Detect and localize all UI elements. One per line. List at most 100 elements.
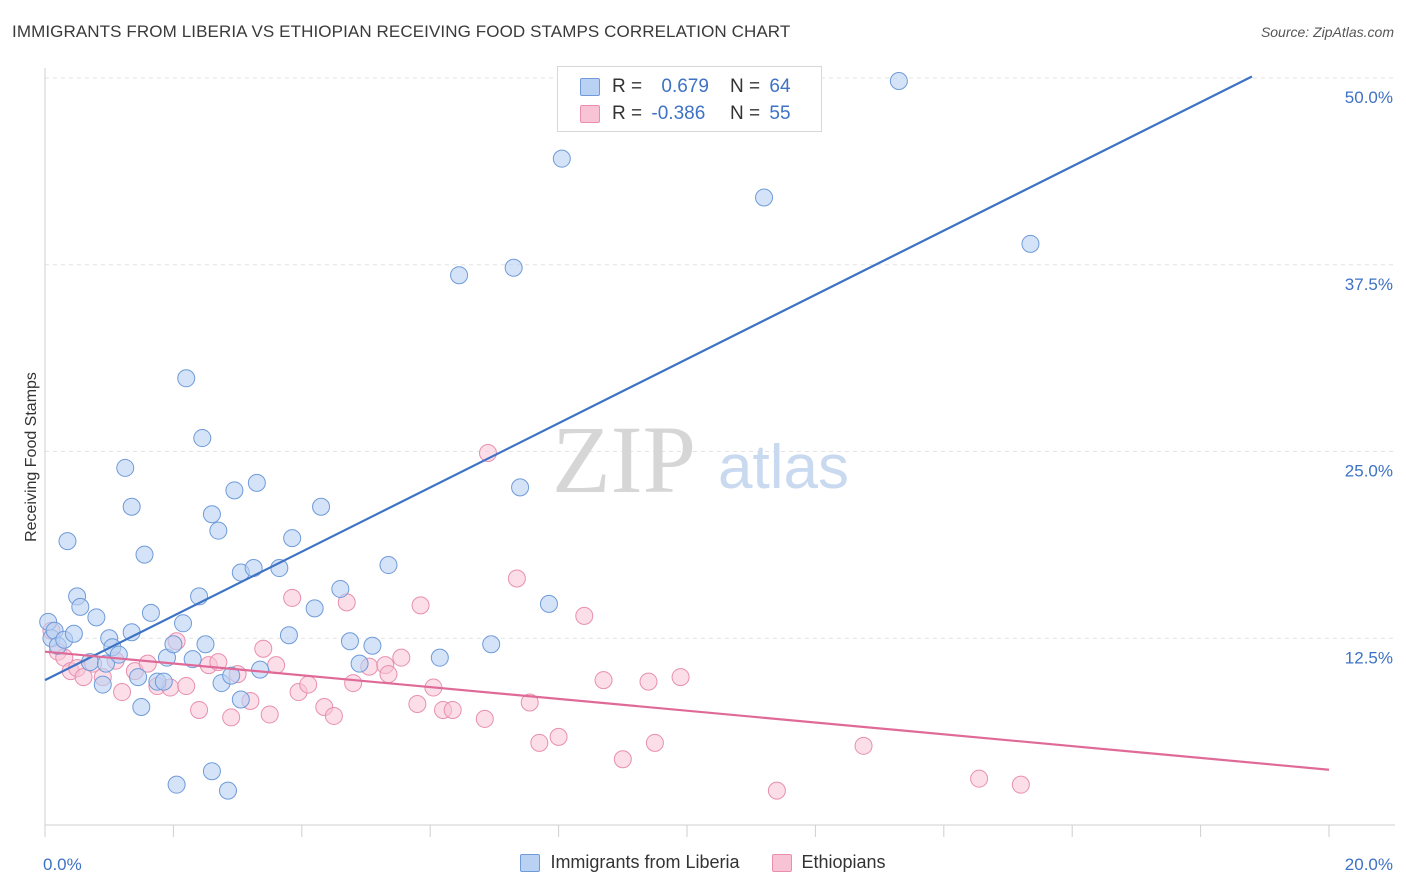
- liberia-point: [504, 258, 523, 277]
- liberia-point: [755, 188, 774, 207]
- ethiopians-point: [613, 750, 632, 769]
- correlation-legend: R = 0.679 N = 64 R = -0.386 N = 55: [557, 66, 822, 132]
- liberia-point: [539, 594, 558, 613]
- liberia-point: [122, 623, 141, 642]
- ethiopians-point: [267, 656, 286, 675]
- ethiopians-point: [392, 648, 411, 667]
- legend-row-ethiopians: R = -0.386 N = 55: [580, 102, 791, 126]
- liberia-point: [511, 478, 530, 497]
- y-tick-label: 50.0%: [1345, 88, 1393, 107]
- y-tick-label: 37.5%: [1345, 275, 1393, 294]
- liberia-point: [122, 497, 141, 516]
- ethiopians-point: [530, 733, 549, 752]
- liberia-point: [279, 626, 298, 645]
- liberia-point: [312, 497, 331, 516]
- ethiopians-point: [344, 674, 363, 693]
- ethiopians-point: [970, 769, 989, 788]
- liberia-point: [379, 556, 398, 575]
- legend-row-liberia: R = 0.679 N = 64: [580, 75, 791, 99]
- liberia-trend-line: [44, 75, 1253, 682]
- ethiopians-point: [645, 733, 664, 752]
- legend-r-value-ethiopians: -0.386: [651, 103, 706, 124]
- legend-r-label: R =: [612, 103, 643, 124]
- legend-n-value-liberia: 64: [769, 76, 791, 97]
- legend-n-label: N =: [730, 103, 761, 124]
- liberia-point: [1021, 234, 1040, 253]
- liberia-point: [202, 505, 221, 524]
- y-tick-label: 12.5%: [1345, 648, 1393, 667]
- liberia-point: [71, 597, 90, 616]
- liberia-point: [167, 775, 186, 794]
- ethiopians-point: [254, 639, 273, 658]
- ethiopians-point: [594, 671, 613, 690]
- liberia-point: [202, 762, 221, 781]
- x-tick-label: 0.0%: [43, 855, 82, 874]
- liberia-point: [450, 266, 469, 285]
- liberia-point: [93, 675, 112, 694]
- liberia-point: [889, 71, 908, 90]
- ethiopians-point: [138, 654, 157, 673]
- ethiopians-point: [379, 665, 398, 684]
- ethiopians-trend-line: [44, 650, 1330, 771]
- legend-n-value-ethiopians: 55: [769, 103, 791, 124]
- legend-r-label: R =: [612, 76, 643, 97]
- ethiopians-point: [475, 709, 494, 728]
- ethiopians-point: [74, 668, 93, 687]
- ethiopians-point: [575, 606, 594, 625]
- liberia-point: [218, 781, 237, 800]
- legend-r-value-liberia: 0.679: [661, 76, 709, 97]
- x-tick-label: 20.0%: [1345, 855, 1393, 874]
- ethiopians-point: [113, 683, 132, 702]
- liberia-point: [552, 149, 571, 168]
- liberia-point: [251, 660, 270, 679]
- ethiopians-point: [1011, 775, 1030, 794]
- ethiopians-point: [324, 706, 343, 725]
- liberia-point: [129, 668, 148, 687]
- ethiopians-point: [443, 700, 462, 719]
- legend-item-ethiopians: Ethiopians: [771, 852, 886, 873]
- legend-swatch-liberia: [580, 78, 600, 96]
- liberia-point: [222, 666, 241, 685]
- source-label: Source: ZipAtlas.com: [1260, 24, 1394, 40]
- ethiopians-point: [854, 736, 873, 755]
- ethiopians-point: [520, 693, 539, 712]
- liberia-point: [350, 654, 369, 673]
- liberia-point: [116, 458, 135, 477]
- ethiopians-point: [222, 708, 241, 727]
- ethiopians-point: [177, 677, 196, 696]
- liberia-point: [177, 369, 196, 388]
- ethiopians-point: [411, 596, 430, 615]
- liberia-point: [209, 521, 228, 540]
- chart-title: IMMIGRANTS FROM LIBERIA VS ETHIOPIAN REC…: [12, 22, 791, 41]
- legend-item-liberia: Immigrants from Liberia: [520, 852, 740, 873]
- liberia-point: [154, 672, 173, 691]
- legend-label-liberia: Immigrants from Liberia: [550, 852, 740, 872]
- liberia-point: [109, 645, 128, 664]
- liberia-point: [87, 608, 106, 627]
- ethiopians-point: [260, 705, 279, 724]
- series-legend: Immigrants from Liberia Ethiopians: [0, 852, 1406, 873]
- ethiopians-point: [549, 727, 568, 746]
- liberia-point: [141, 603, 160, 622]
- ethiopians-point: [408, 694, 427, 713]
- liberia-point: [183, 650, 202, 669]
- ethiopians-point: [767, 781, 786, 800]
- liberia-point: [231, 690, 250, 709]
- liberia-point: [331, 579, 350, 598]
- liberia-point: [247, 473, 266, 492]
- watermark: ZIP atlas: [552, 406, 849, 513]
- ethiopians-point: [299, 675, 318, 694]
- liberia-point: [164, 635, 183, 654]
- legend-swatch-liberia: [520, 853, 541, 872]
- legend-n-label: N =: [730, 76, 761, 97]
- liberia-point: [174, 614, 193, 633]
- liberia-point: [132, 697, 151, 716]
- liberia-point: [225, 481, 244, 500]
- liberia-point: [305, 599, 324, 618]
- tick-labels: 12.5% 25.0% 37.5% 50.0% 0.0% 20.0%: [43, 88, 1393, 874]
- liberia-point: [363, 636, 382, 655]
- liberia-point: [196, 635, 215, 654]
- ethiopians-point: [283, 588, 302, 607]
- legend-label-ethiopians: Ethiopians: [801, 852, 886, 872]
- liberia-point: [482, 635, 501, 654]
